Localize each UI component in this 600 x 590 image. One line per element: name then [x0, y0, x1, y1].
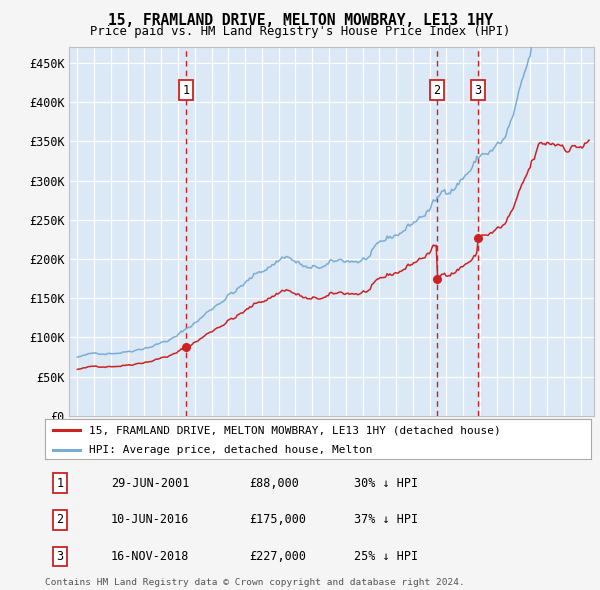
Text: £175,000: £175,000: [249, 513, 306, 526]
Text: HPI: Average price, detached house, Melton: HPI: Average price, detached house, Melt…: [89, 445, 372, 455]
Text: 3: 3: [475, 84, 481, 97]
Text: £88,000: £88,000: [249, 477, 299, 490]
Text: Contains HM Land Registry data © Crown copyright and database right 2024.: Contains HM Land Registry data © Crown c…: [45, 578, 465, 586]
Text: Price paid vs. HM Land Registry's House Price Index (HPI): Price paid vs. HM Land Registry's House …: [90, 25, 510, 38]
Text: 16-NOV-2018: 16-NOV-2018: [111, 550, 190, 563]
Text: 30% ↓ HPI: 30% ↓ HPI: [354, 477, 418, 490]
Text: £227,000: £227,000: [249, 550, 306, 563]
Text: 1: 1: [182, 84, 190, 97]
Text: 10-JUN-2016: 10-JUN-2016: [111, 513, 190, 526]
Text: 37% ↓ HPI: 37% ↓ HPI: [354, 513, 418, 526]
Text: 2: 2: [56, 513, 64, 526]
Text: 2: 2: [433, 84, 440, 97]
Text: 15, FRAMLAND DRIVE, MELTON MOWBRAY, LE13 1HY (detached house): 15, FRAMLAND DRIVE, MELTON MOWBRAY, LE13…: [89, 425, 500, 435]
Text: 25% ↓ HPI: 25% ↓ HPI: [354, 550, 418, 563]
Text: 3: 3: [56, 550, 64, 563]
Text: 1: 1: [56, 477, 64, 490]
Text: 15, FRAMLAND DRIVE, MELTON MOWBRAY, LE13 1HY: 15, FRAMLAND DRIVE, MELTON MOWBRAY, LE13…: [107, 13, 493, 28]
Text: 29-JUN-2001: 29-JUN-2001: [111, 477, 190, 490]
